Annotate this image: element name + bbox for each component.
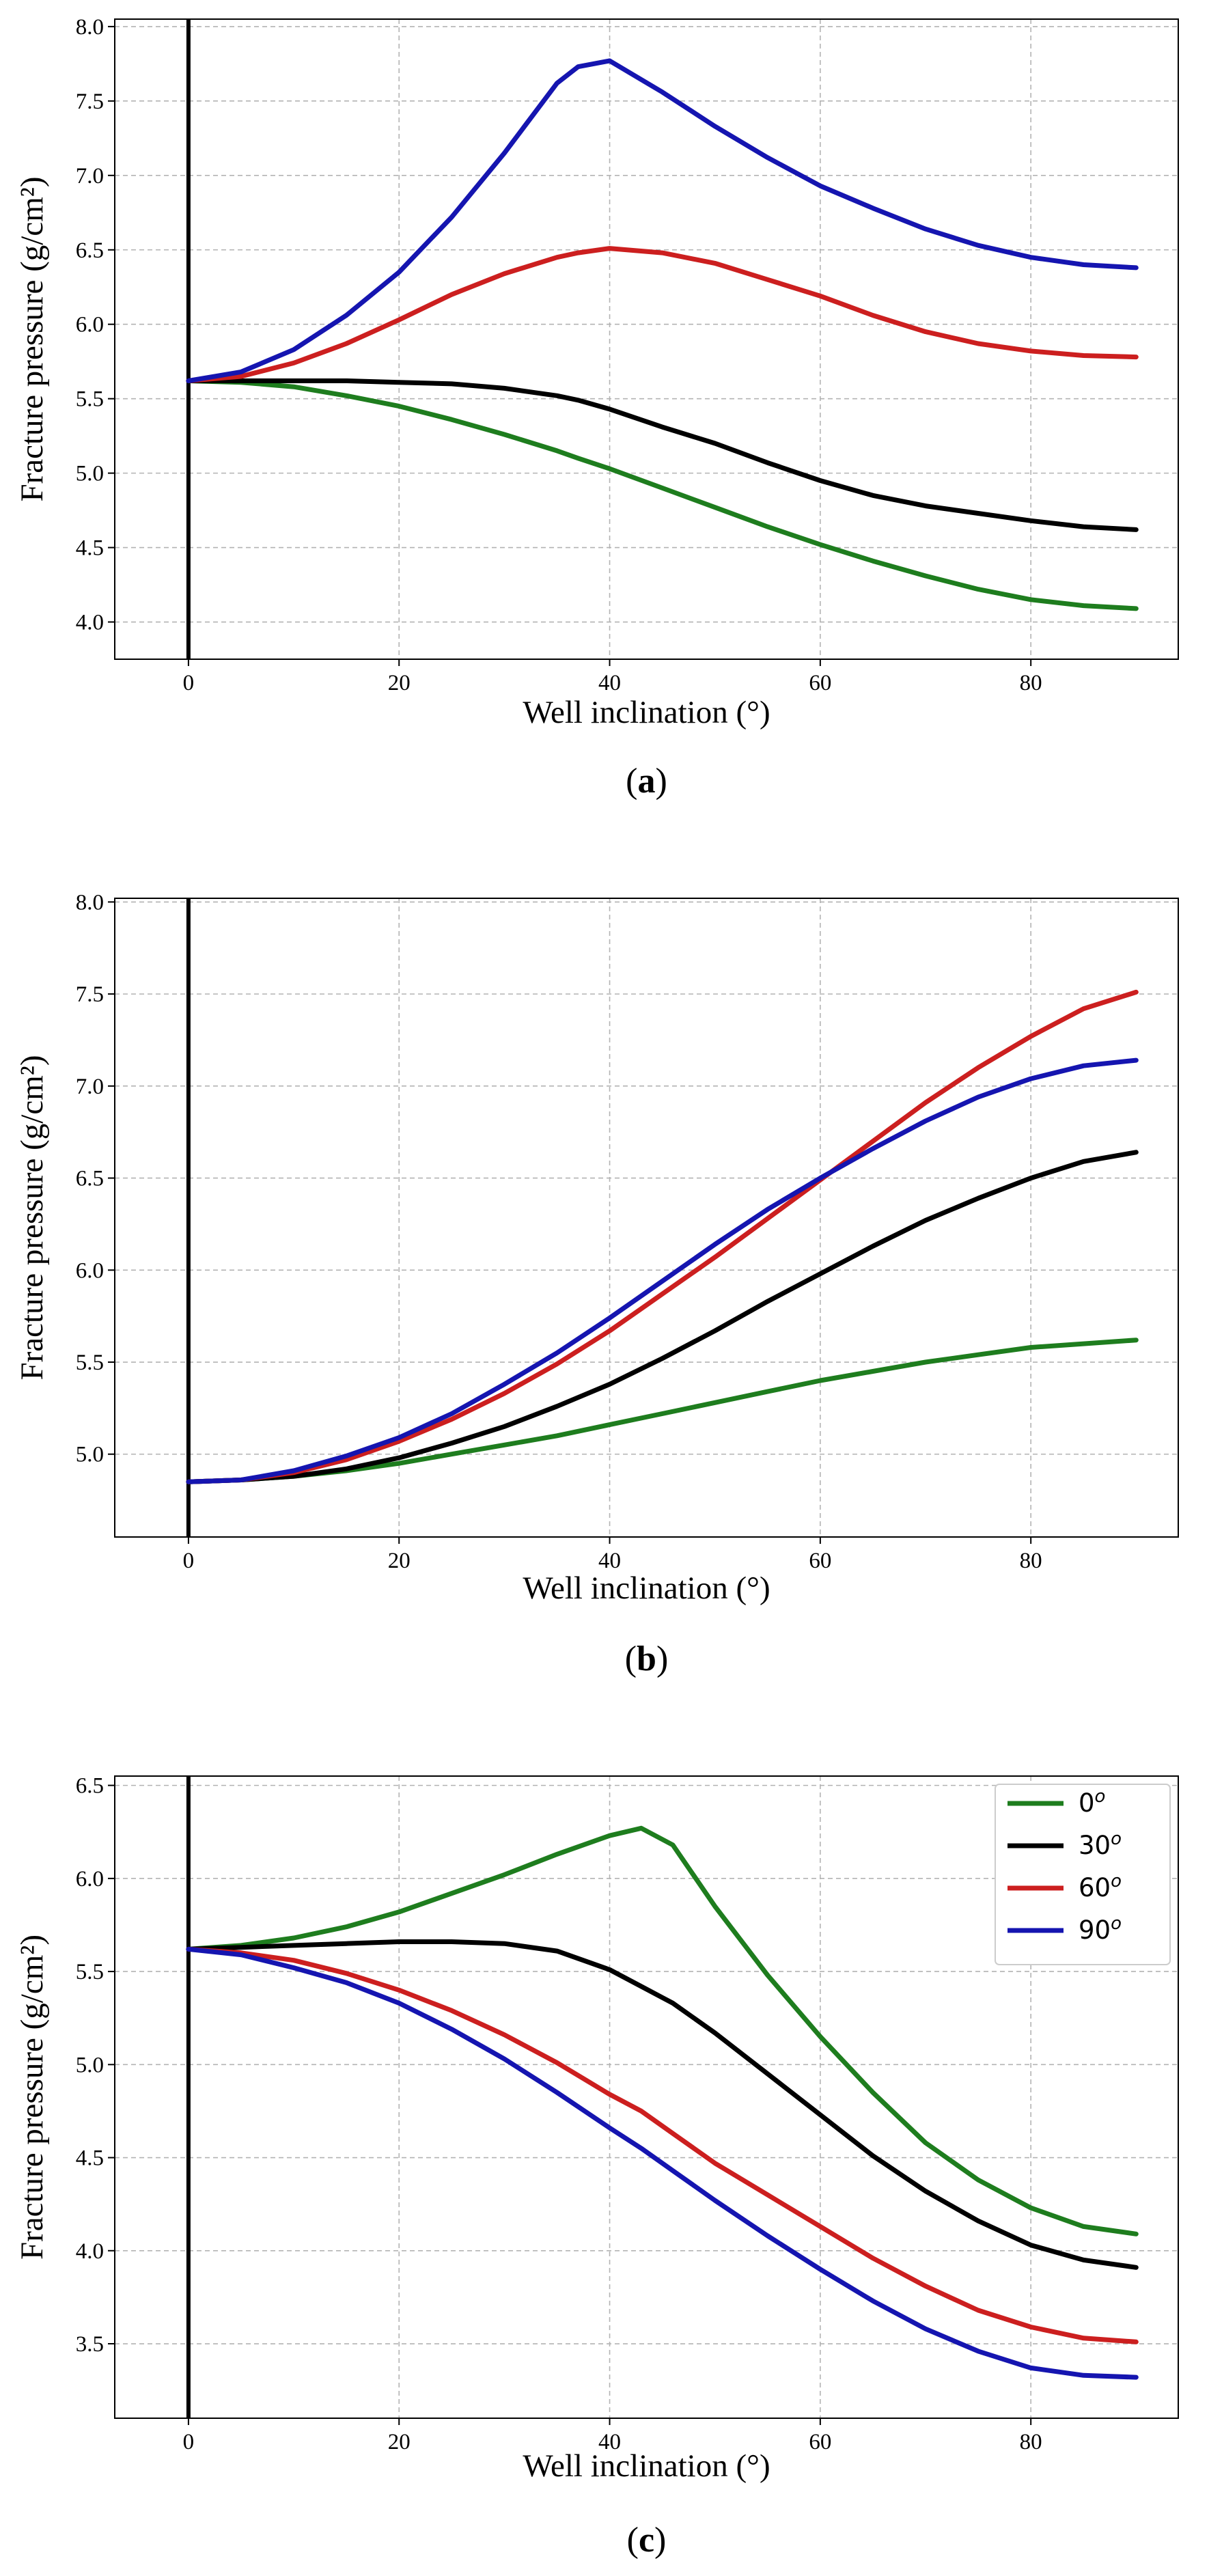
series-line-90deg: [186, 1946, 1139, 2380]
y-tick-label: 6.0: [76, 313, 104, 337]
y-tick-label: 5.5: [76, 1960, 104, 1984]
legend-label-degree: o: [1111, 1871, 1122, 1892]
caption-open: (: [627, 2521, 639, 2560]
x-axis-label: Well inclination (°): [523, 695, 770, 730]
x-tick-label: 40: [598, 1549, 621, 1573]
x-tick-label: 80: [1020, 1549, 1042, 1573]
chart-c: 0 20 40 60 80 3.5 4.0 4.5 5.0 5.5 6.0 6.5 Well incli…: [14, 1774, 1179, 2560]
plot-frame: [114, 18, 1179, 660]
legend-box: [995, 1784, 1171, 1965]
x-tick-label: 0: [183, 671, 195, 695]
legend-item: 30o: [1008, 1829, 1122, 1860]
legend-item: 90o: [1008, 1913, 1122, 1945]
y-axis-label: Fracture pressure (g/cm²): [14, 176, 50, 501]
caption-close: ): [654, 2521, 666, 2560]
chart-a: 0 20 40 60 80 4.0 4.5 5.0 5.5 6.0 6.5 7.0 7.5 8.0 Well…: [14, 15, 1179, 801]
y-tick-label: 5.0: [76, 1443, 104, 1467]
series-line-90deg: [186, 1057, 1139, 1484]
caption-close: ): [656, 1639, 668, 1678]
legend-item: 0o: [1008, 1786, 1105, 1818]
y-tick-label: 6.5: [76, 1774, 104, 1799]
y-tick-label: 6.0: [76, 1258, 104, 1283]
caption-open: (: [625, 1639, 637, 1678]
y-tick-label: 6.5: [76, 238, 104, 263]
legend-label-degree: o: [1095, 1786, 1106, 1807]
x-tick-label: 40: [598, 2430, 621, 2454]
y-tick-label: 5.5: [76, 1351, 104, 1375]
legend-item: 60o: [1008, 1871, 1122, 1902]
panel-caption: (a): [626, 762, 667, 801]
legend-label-value: 0: [1079, 1788, 1095, 1818]
y-tick-label: 5.0: [76, 462, 104, 486]
legend-label-value: 90: [1079, 1915, 1111, 1945]
panel-caption: (c): [627, 2521, 667, 2560]
y-tick-label: 7.5: [76, 89, 104, 114]
x-tick-label: 80: [1020, 2430, 1042, 2454]
series-line-0deg: [186, 378, 1139, 611]
chart-b: 0 20 40 60 80 5.0 5.5 6.0 6.5 7.0 7.5 8.0 Well incli…: [14, 890, 1179, 1678]
panel-caption: (b): [625, 1639, 669, 1678]
y-tick-label: 4.5: [76, 2146, 104, 2171]
series-line-30deg: [186, 1150, 1139, 1484]
series-line-90deg: [186, 58, 1139, 383]
x-tick-label: 60: [809, 1549, 831, 1573]
y-tick-label: 6.5: [76, 1167, 104, 1191]
plot-frame: [114, 1775, 1179, 2419]
y-tick-label: 3.5: [76, 2332, 104, 2357]
x-tick-label: 0: [183, 1549, 195, 1573]
series-line-30deg: [186, 1939, 1139, 2270]
y-tick-label: 4.5: [76, 536, 104, 561]
x-axis-label: Well inclination (°): [523, 2448, 770, 2484]
legend-label: 30o: [1079, 1829, 1122, 1860]
caption-close: ): [656, 762, 667, 801]
series-line-30deg: [186, 378, 1139, 532]
y-axis-label: Fracture pressure (g/cm²): [14, 1935, 50, 2260]
y-tick-label: 8.0: [76, 890, 104, 915]
x-tick-label: 80: [1020, 671, 1042, 695]
series-line-60deg: [186, 1946, 1139, 2344]
y-tick-label: 4.0: [76, 611, 104, 635]
x-tick-label: 60: [809, 2430, 831, 2454]
legend-label-degree: o: [1111, 1913, 1122, 1934]
x-tick-label: 40: [598, 671, 621, 695]
x-tick-label: 20: [388, 1549, 411, 1573]
series-line-60deg: [186, 989, 1139, 1484]
caption-letter: c: [639, 2521, 654, 2560]
caption-open: (: [626, 762, 637, 801]
x-tick-label: 20: [388, 2430, 411, 2454]
x-tick-label: 20: [388, 671, 411, 695]
legend-label: 90o: [1079, 1913, 1122, 1945]
x-tick-label: 0: [183, 2430, 195, 2454]
plot-frame: [114, 898, 1179, 1538]
y-tick-label: 5.5: [76, 387, 104, 412]
legend-label: 60o: [1079, 1871, 1122, 1902]
caption-letter: a: [638, 762, 656, 801]
x-axis-label: Well inclination (°): [523, 1570, 770, 1606]
y-tick-label: 7.0: [76, 1075, 104, 1099]
y-tick-label: 5.0: [76, 2053, 104, 2077]
legend-label-degree: o: [1111, 1829, 1122, 1849]
legend-label: 0o: [1079, 1786, 1105, 1818]
legend-label-value: 30: [1079, 1831, 1111, 1860]
x-tick-label: 60: [809, 671, 831, 695]
y-tick-label: 6.0: [76, 1867, 104, 1892]
legend-label-value: 60: [1079, 1873, 1111, 1902]
y-tick-label: 4.0: [76, 2239, 104, 2264]
y-axis-label: Fracture pressure (g/cm²): [14, 1055, 50, 1380]
y-tick-label: 7.0: [76, 164, 104, 189]
series-line-0deg: [186, 1825, 1139, 2236]
y-tick-label: 8.0: [76, 15, 104, 40]
series-line-60deg: [186, 246, 1139, 383]
y-tick-label: 7.5: [76, 982, 104, 1007]
caption-letter: b: [637, 1639, 656, 1678]
